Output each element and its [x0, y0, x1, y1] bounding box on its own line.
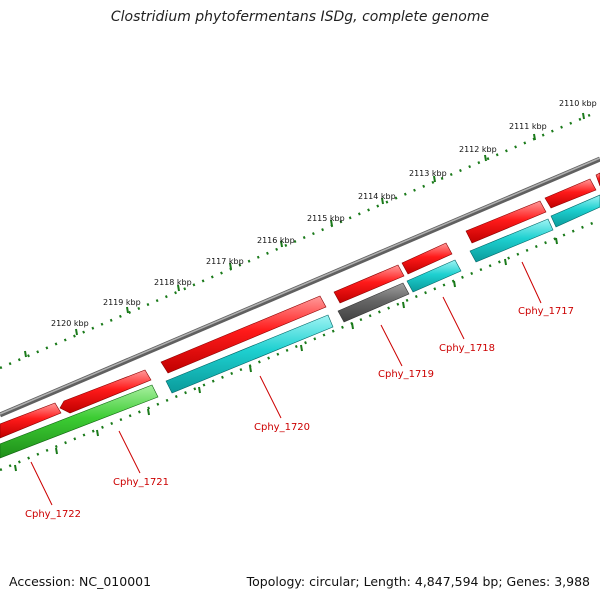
inner-ruler-tick: [96, 429, 99, 437]
genome-backbone-highlight: [0, 157, 600, 415]
inner-ruler-tick: [198, 386, 201, 394]
inner-ruler-tick: [147, 408, 150, 416]
genome-stats-text: Topology: circular; Length: 4,847,594 bp…: [246, 574, 590, 589]
gene-label-cphy-1717[interactable]: Cphy_1717: [518, 306, 574, 317]
ruler-label: 2119 kbp: [103, 298, 141, 307]
gene-arrow-rna[interactable]: [337, 282, 410, 323]
ruler-tick: [484, 154, 487, 162]
genome-title: Clostridium phytofermentans ISDg, comple…: [110, 9, 490, 25]
gene-arrow-forward[interactable]: [595, 172, 600, 187]
gene-arrow-reverse[interactable]: [469, 218, 554, 263]
ruler-label: 2112 kbp: [459, 145, 497, 154]
reverse-strand: [0, 194, 600, 459]
inner-ruler-tick: [351, 322, 354, 330]
ruler-label: 2110 kbp: [559, 99, 597, 108]
ruler-label: 2116 kbp: [257, 236, 295, 245]
gene-arrow-forward[interactable]: [333, 264, 405, 304]
ruler-label: 2120 kbp: [51, 319, 89, 328]
ruler-tick: [24, 350, 27, 358]
ruler-label: 2118 kbp: [154, 278, 192, 287]
ruler-tick: [75, 328, 78, 336]
gene-label-cphy-1719[interactable]: Cphy_1719: [378, 369, 434, 380]
forward-strand: [0, 172, 600, 439]
ruler-tick: [229, 262, 232, 270]
gene-arrow-forward[interactable]: [160, 295, 327, 374]
genome-backbone: [0, 156, 600, 418]
ruler-tick: [433, 175, 436, 183]
ruler-label: 2117 kbp: [206, 257, 244, 266]
ruler-label: 2115 kbp: [307, 214, 345, 223]
inner-ruler-tick: [14, 464, 17, 472]
inner-ruler-tick: [504, 258, 507, 266]
gene-labels: Cphy_1717 Cphy_1718 Cphy_1719 Cphy_1720 …: [25, 306, 574, 520]
gene-arrow-forward[interactable]: [59, 369, 152, 414]
ruler-labels: 2110 kbp 2111 kbp 2112 kbp 2113 kbp 2114…: [51, 99, 597, 328]
ruler-tick: [126, 306, 129, 314]
gene-label-cphy-1718[interactable]: Cphy_1718: [439, 343, 495, 354]
gene-arrow-forward[interactable]: [465, 200, 547, 244]
ruler-tick: [533, 133, 536, 141]
ruler-label: 2114 kbp: [358, 192, 396, 201]
gene-arrow-forward[interactable]: [0, 402, 62, 439]
ruler-tick: [177, 284, 180, 292]
gene-arrow-reverse-highlight[interactable]: [0, 384, 159, 459]
inner-ruler-tick: [453, 280, 456, 288]
ruler-major-ticks: [24, 112, 585, 358]
leader-line: [380, 324, 403, 367]
label-leaders: [30, 261, 542, 506]
leader-line: [442, 296, 465, 340]
ruler-tick: [330, 219, 333, 227]
leader-line: [259, 375, 282, 419]
inner-ruler-track: [0, 218, 600, 472]
inner-ruler-tick: [55, 447, 58, 455]
leader-line: [30, 461, 53, 506]
ruler-tick: [381, 197, 384, 205]
inner-ruler-tick: [402, 301, 405, 309]
gene-arrow-reverse[interactable]: [406, 259, 462, 293]
gene-label-cphy-1720[interactable]: Cphy_1720: [254, 422, 310, 433]
outer-ruler-track: [0, 113, 591, 370]
inner-ruler-tick: [555, 237, 558, 245]
accession-text: Accession: NC_010001: [9, 574, 152, 589]
gene-label-cphy-1721[interactable]: Cphy_1721: [113, 477, 169, 488]
ruler-tick: [280, 240, 283, 248]
ruler-tick: [582, 112, 585, 120]
ruler-label: 2111 kbp: [509, 122, 547, 131]
inner-ruler-tick: [249, 365, 252, 373]
gene-arrow-forward[interactable]: [401, 242, 453, 275]
inner-ruler-tick: [300, 344, 303, 352]
leader-line: [521, 261, 542, 304]
inner-ruler-ticks: [14, 237, 558, 472]
gene-arrow-forward[interactable]: [544, 178, 597, 209]
gene-arrow-reverse[interactable]: [550, 194, 600, 228]
gene-label-cphy-1722[interactable]: Cphy_1722: [25, 509, 81, 520]
leader-line: [118, 430, 141, 474]
gene-arrow-reverse[interactable]: [165, 314, 334, 394]
ruler-label: 2113 kbp: [409, 169, 447, 178]
